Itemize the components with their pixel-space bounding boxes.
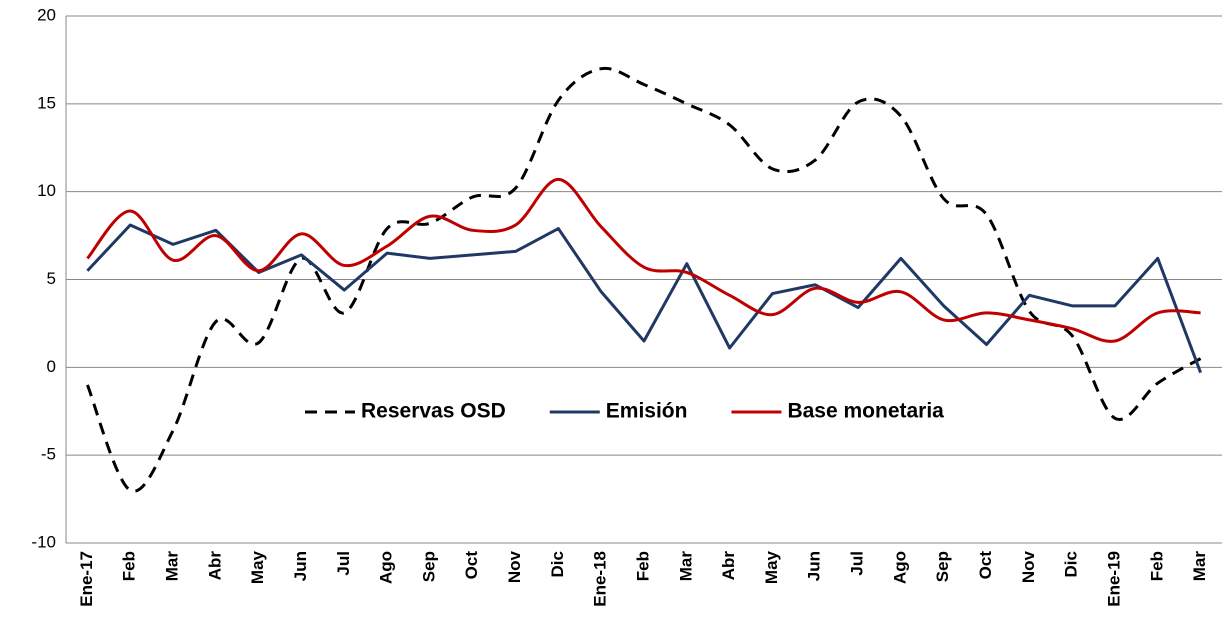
x-tick-label: Ene-19 (1104, 551, 1123, 607)
x-tick-label: May (762, 550, 781, 584)
x-tick-label: Jul (848, 551, 867, 576)
x-tick-label: Abr (719, 551, 738, 581)
x-tick-label: Ene-17 (77, 551, 96, 607)
legend-label: Base monetaria (787, 400, 944, 423)
x-tick-label: Mar (676, 551, 695, 582)
series-line (86, 223, 1202, 374)
x-tick-label: Jun (291, 551, 310, 581)
y-tick-label: 5 (47, 269, 56, 288)
x-tick-label: Jun (805, 551, 824, 581)
series-line (86, 66, 1202, 493)
x-tick-label: Jul (334, 551, 353, 576)
x-tick-label: Ago (890, 551, 909, 584)
y-tick-label: 0 (47, 357, 56, 376)
x-tick-label: Nov (505, 550, 524, 583)
x-tick-label: Feb (120, 551, 139, 581)
x-tick-label: Mar (1190, 551, 1209, 582)
x-tick-label: Dic (548, 551, 567, 577)
legend-label: Reservas OSD (361, 400, 506, 423)
x-tick-label: Feb (1147, 551, 1166, 581)
x-tick-label: Sep (933, 551, 952, 582)
x-tick-label: Oct (462, 551, 481, 580)
x-tick-label: Ene-18 (591, 551, 610, 607)
x-tick-label: Feb (633, 551, 652, 581)
y-tick-label: -5 (41, 445, 56, 464)
y-tick-label: 20 (37, 5, 56, 24)
x-tick-label: Mar (163, 551, 182, 582)
y-tick-label: 15 (37, 93, 56, 112)
x-tick-label: Abr (205, 551, 224, 581)
x-tick-label: Sep (419, 551, 438, 582)
series-line (86, 177, 1201, 343)
x-tick-label: Ago (377, 551, 396, 584)
legend-label: Emisión (606, 400, 688, 423)
y-tick-label: 10 (37, 181, 56, 200)
x-tick-label: Dic (1062, 551, 1081, 577)
x-tick-label: Oct (976, 551, 995, 580)
y-tick-label: -10 (31, 532, 56, 551)
x-tick-label: May (248, 550, 267, 584)
x-tick-label: Nov (1019, 550, 1038, 583)
